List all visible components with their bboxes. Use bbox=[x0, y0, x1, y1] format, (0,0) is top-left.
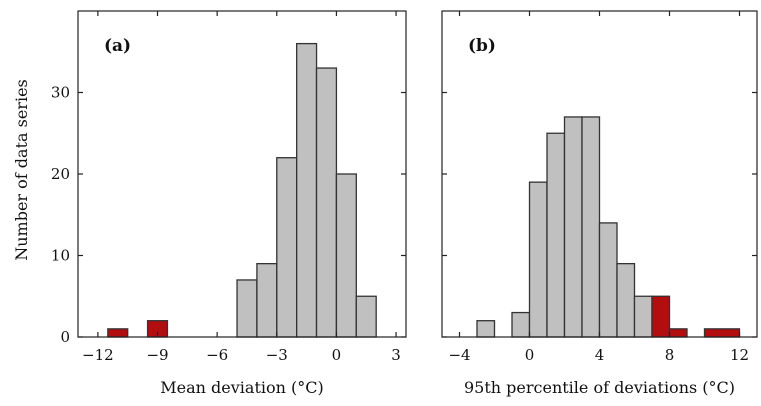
x-axis-label: Mean deviation (°C) bbox=[160, 378, 323, 397]
histogram-bar bbox=[633, 295, 653, 338]
y-tick-label: 0 bbox=[60, 328, 70, 346]
panel-label: (a) bbox=[104, 36, 131, 56]
histogram-bar bbox=[276, 157, 298, 338]
y-tick-label: 20 bbox=[51, 165, 70, 183]
histogram-bar bbox=[528, 181, 548, 338]
panel-b: −4 0 4 8 12 (b) 95th percentile of deviations … bbox=[441, 10, 758, 397]
histogram-bar bbox=[256, 262, 278, 338]
y-axis-label: Number of data series bbox=[12, 79, 31, 261]
histogram-bar bbox=[581, 116, 601, 338]
x-tick-label: −4 bbox=[448, 346, 470, 364]
histogram-bar bbox=[315, 67, 338, 338]
histogram-bar bbox=[703, 328, 741, 338]
x-tick-label: −12 bbox=[82, 346, 114, 364]
x-tick-label: 8 bbox=[665, 346, 675, 364]
x-tick-label: 12 bbox=[730, 346, 749, 364]
x-tick-label: 4 bbox=[595, 346, 605, 364]
histogram-bar bbox=[335, 173, 357, 338]
y-tick-label: 30 bbox=[51, 84, 70, 102]
x-tick-label: 3 bbox=[391, 346, 401, 364]
x-axis-label: 95th percentile of deviations (°C) bbox=[464, 378, 735, 397]
histogram-bar bbox=[511, 311, 531, 338]
histogram-bar bbox=[296, 42, 318, 338]
panel-label: (b) bbox=[468, 36, 496, 56]
histogram-bar bbox=[616, 262, 636, 338]
x-tick-label: −3 bbox=[266, 346, 288, 364]
histogram-bar bbox=[107, 328, 129, 338]
histogram-bar bbox=[563, 116, 583, 338]
histogram-bar bbox=[355, 295, 377, 338]
x-tick-label: 0 bbox=[332, 346, 342, 364]
x-tick-label: −6 bbox=[206, 346, 228, 364]
x-tick-label: 0 bbox=[525, 346, 535, 364]
histogram-bar bbox=[651, 295, 671, 338]
histogram-bar bbox=[236, 279, 258, 338]
y-tick-label: 10 bbox=[51, 247, 70, 265]
histogram-bar bbox=[668, 328, 688, 338]
histogram-bar bbox=[476, 320, 496, 338]
histogram-bar bbox=[546, 132, 566, 338]
x-tick-label: −9 bbox=[146, 346, 168, 364]
histogram-bar bbox=[598, 222, 618, 338]
